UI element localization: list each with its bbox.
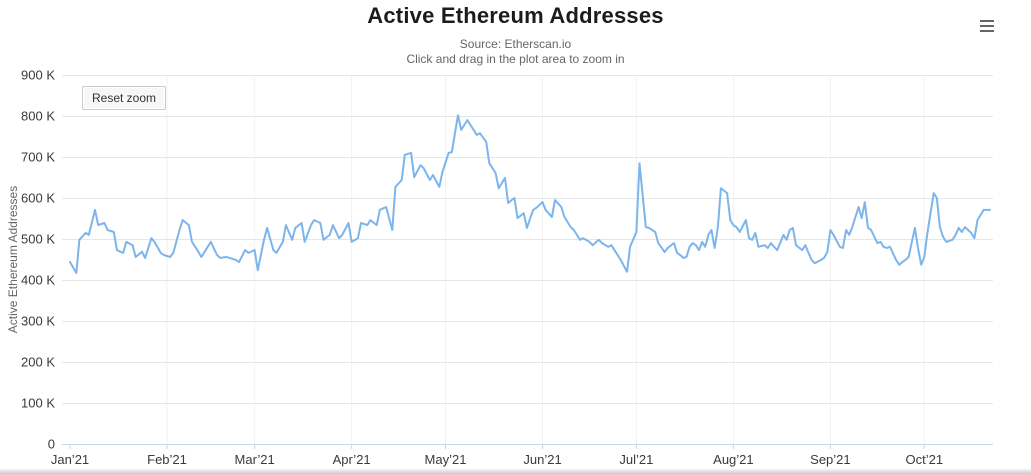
x-axis-label: Mar’21 bbox=[235, 452, 275, 467]
reset-zoom-button[interactable]: Reset zoom bbox=[82, 86, 167, 110]
x-axis-label: Jul’21 bbox=[619, 452, 653, 467]
y-axis-label: 100 K bbox=[21, 396, 55, 411]
subtitle-source-line: Source: Etherscan.io bbox=[459, 37, 572, 51]
y-axis-label: 400 K bbox=[21, 273, 55, 288]
context-menu-button[interactable] bbox=[974, 14, 1000, 38]
y-axis-title: Active Ethereum Addresses bbox=[6, 186, 20, 333]
y-axis-label: 600 K bbox=[21, 191, 55, 206]
x-axis-label: Oct’21 bbox=[905, 452, 943, 467]
page-bottom-edge bbox=[0, 468, 1031, 474]
series-line bbox=[69, 114, 991, 274]
y-axis-label: 700 K bbox=[21, 150, 55, 165]
x-axis-label: Sep’21 bbox=[810, 452, 850, 467]
subtitle-zoom-hint-line: Click and drag in the plot area to zoom … bbox=[406, 51, 625, 66]
x-axis-label: Feb’21 bbox=[147, 452, 187, 467]
x-axis-label: Jun’21 bbox=[523, 452, 561, 467]
y-axis-label: 900 K bbox=[21, 68, 55, 83]
y-axis-label: 300 K bbox=[21, 314, 55, 329]
plot-area[interactable] bbox=[62, 75, 993, 444]
hamburger-menu-icon bbox=[980, 29, 994, 33]
x-axis-label: Apr’21 bbox=[333, 452, 371, 467]
x-axis-label: Jan’21 bbox=[51, 452, 89, 467]
hamburger-menu-icon bbox=[980, 19, 994, 23]
chart-subtitle: Source: Etherscan.io Click and drag in t… bbox=[0, 37, 1031, 66]
x-axis-label: May’21 bbox=[425, 452, 467, 467]
y-axis-label: 200 K bbox=[21, 355, 55, 370]
y-axis-label: 500 K bbox=[21, 232, 55, 247]
y-axis-label: 0 bbox=[48, 437, 55, 452]
chart-title: Active Ethereum Addresses bbox=[367, 3, 664, 28]
hamburger-menu-icon bbox=[980, 24, 994, 28]
x-axis-label: Aug’21 bbox=[713, 452, 753, 467]
y-axis-label: 800 K bbox=[21, 109, 55, 124]
